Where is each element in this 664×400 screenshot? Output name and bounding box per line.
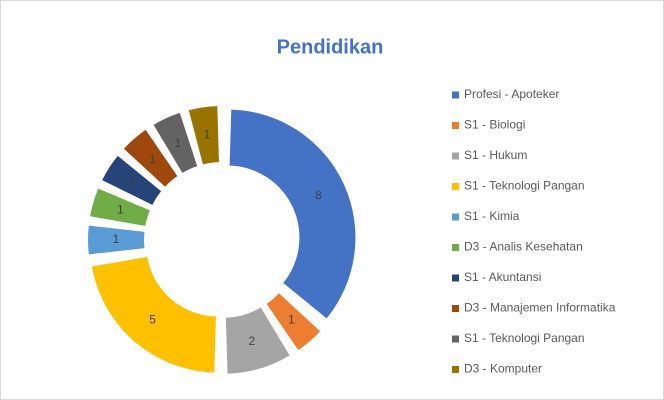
donut-segment xyxy=(153,112,198,173)
legend-swatch xyxy=(452,122,459,129)
donut-segment xyxy=(229,109,356,319)
data-label: 1 xyxy=(288,312,295,326)
data-label: 8 xyxy=(315,188,322,202)
data-label: 1 xyxy=(204,127,211,141)
legend-label: D3 - Manajemen Informatika xyxy=(464,301,616,315)
donut-segment xyxy=(87,225,145,255)
donut-segment xyxy=(123,129,178,187)
legend-swatch xyxy=(452,305,459,312)
donut-segment xyxy=(91,256,216,373)
legend-label: D3 - Analis Kesehatan xyxy=(464,240,583,254)
donut-segment xyxy=(90,188,150,226)
donut-segment xyxy=(102,155,162,205)
legend-label: S1 - Kimia xyxy=(464,209,520,223)
data-label: 2 xyxy=(249,334,256,348)
data-label: 1 xyxy=(129,175,136,189)
legend-swatch xyxy=(452,274,459,282)
chart-title: Pendidikan xyxy=(277,36,384,58)
data-label: 1 xyxy=(117,202,124,216)
legend-label: S1 - Hukum xyxy=(464,148,527,162)
legend-swatch xyxy=(452,213,459,221)
donut-segment xyxy=(266,293,321,351)
legend-label: Profesi - Apoteker xyxy=(464,87,559,101)
data-label: 1 xyxy=(175,136,182,150)
data-label: 1 xyxy=(113,232,120,246)
legend-swatch xyxy=(452,335,459,343)
data-label: 5 xyxy=(149,312,156,326)
legend-swatch xyxy=(452,91,459,99)
legend-label: S1 - Teknologi Pangan xyxy=(464,179,585,193)
legend-label: S1 - Biologi xyxy=(464,118,525,132)
legend-label: S1 - Teknologi Pangan xyxy=(464,331,585,345)
legend-swatch xyxy=(452,366,459,373)
donut-segment xyxy=(225,307,290,374)
legend-label: D3 - Komputer xyxy=(464,362,542,376)
legend-swatch xyxy=(452,152,459,160)
legend-label: S1 - Akuntansi xyxy=(464,270,541,284)
data-label: 1 xyxy=(149,152,156,166)
legend-swatch xyxy=(452,183,459,190)
legend-swatch xyxy=(452,244,459,251)
donut-segment xyxy=(188,106,219,165)
